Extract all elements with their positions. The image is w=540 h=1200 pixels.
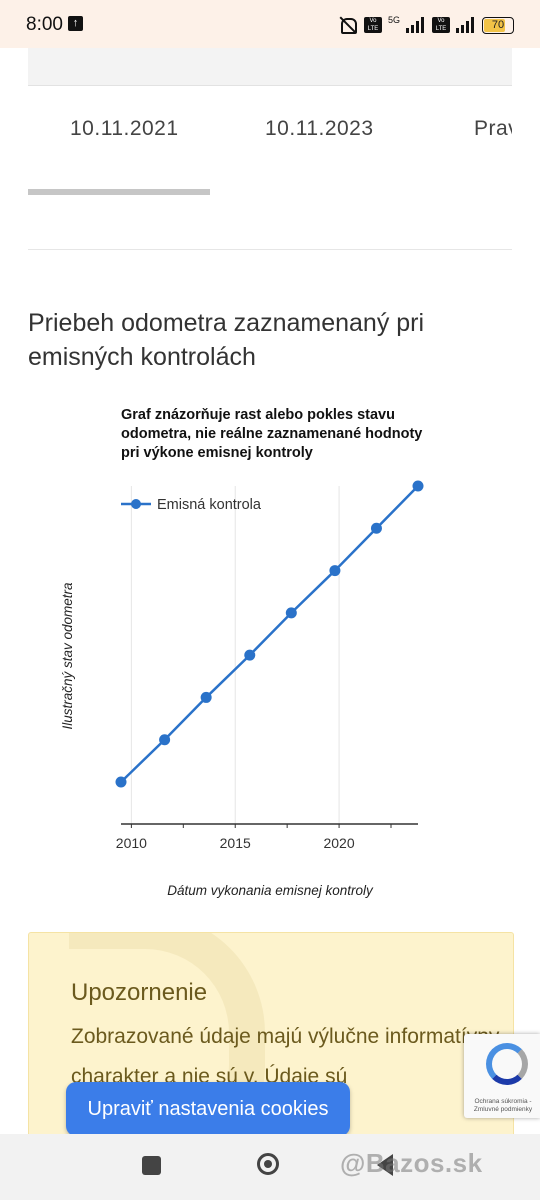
section-title: Priebeh odometra zaznamenaný pri emisnýc… xyxy=(28,309,425,371)
chart-title: Graf znázorňuje rast alebo pokles stavu … xyxy=(121,407,423,461)
recaptcha-icon xyxy=(486,1043,528,1085)
data-point xyxy=(370,522,382,534)
watermark: @Bazos.sk xyxy=(340,1148,483,1178)
volte-icon: Vo LTE xyxy=(363,17,382,33)
warning-title: Upozornenie xyxy=(71,979,208,1006)
battery-icon: 70 xyxy=(482,16,514,34)
table-header-row xyxy=(28,48,512,86)
date-cell: 10.11.2021 xyxy=(70,117,179,140)
back-icon[interactable] xyxy=(377,1154,393,1176)
data-point xyxy=(285,607,297,619)
status-icons: Vo LTE 5G Vo LTE 70 xyxy=(338,15,514,35)
date-cell: 10.11.2023 xyxy=(265,117,374,140)
recaptcha-links[interactable]: Ochrana súkromia - Zmluvné podmienky xyxy=(473,1098,533,1113)
data-point xyxy=(159,734,171,746)
recaptcha-badge[interactable]: Ochrana súkromia - Zmluvné podmienky xyxy=(464,1034,540,1118)
battery-level: 70 xyxy=(491,18,505,31)
y-axis-label: Ilustračný stav odometra xyxy=(60,582,75,730)
volte-icon-2: Vo LTE xyxy=(432,17,450,33)
x-tick-label: 2020 xyxy=(323,835,354,851)
signal-icon-2 xyxy=(456,17,476,33)
status-bar: 8:00 ↑ Vo LTE 5G Vo LTE 70 xyxy=(0,0,540,48)
system-nav-bar: @Bazos.sk xyxy=(0,1134,540,1200)
divider xyxy=(28,249,512,250)
data-point xyxy=(200,691,212,703)
network-type: 5G xyxy=(387,15,400,25)
x-tick-label: 2010 xyxy=(116,835,147,851)
horizontal-scrollbar[interactable] xyxy=(28,189,210,195)
x-axis-label: Dátum vykonania emisnej kontroly xyxy=(167,883,374,898)
series-line xyxy=(120,485,419,783)
home-icon[interactable] xyxy=(257,1153,279,1175)
data-point xyxy=(412,480,424,492)
date-cell: Prav xyxy=(474,117,512,140)
mute-icon xyxy=(338,16,358,34)
data-point xyxy=(115,776,127,788)
legend-label: Emisná kontrola xyxy=(157,497,262,513)
odometer-chart: 2010 2015 2020 Emisná kontrola Ilustračný … xyxy=(60,480,424,898)
data-point xyxy=(329,565,341,577)
recent-apps-icon[interactable] xyxy=(142,1156,161,1175)
upload-icon: ↑ xyxy=(68,16,83,31)
legend-marker xyxy=(131,499,141,509)
x-tick-label: 2015 xyxy=(220,835,251,851)
clock: 8:00 xyxy=(26,14,63,35)
cookie-settings-button[interactable]: Upraviť nastavenia cookies xyxy=(66,1082,350,1136)
table-row: 10.11.2021 10.11.2023 Prav xyxy=(0,100,512,150)
data-point xyxy=(244,649,256,661)
signal-icon xyxy=(406,17,426,33)
